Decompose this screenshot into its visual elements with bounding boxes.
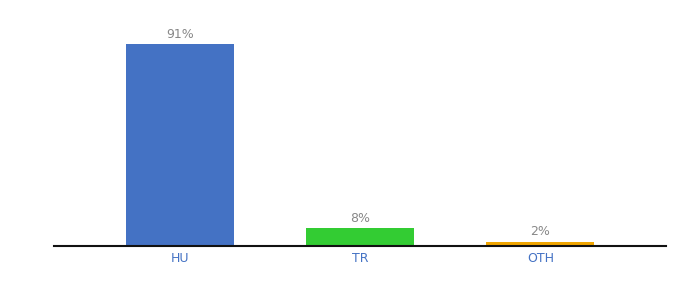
Text: 2%: 2%: [530, 225, 550, 238]
Bar: [126, 44, 235, 246]
Bar: [486, 242, 594, 246]
Bar: [307, 228, 414, 246]
Text: 8%: 8%: [350, 212, 371, 225]
Text: 91%: 91%: [167, 28, 194, 40]
